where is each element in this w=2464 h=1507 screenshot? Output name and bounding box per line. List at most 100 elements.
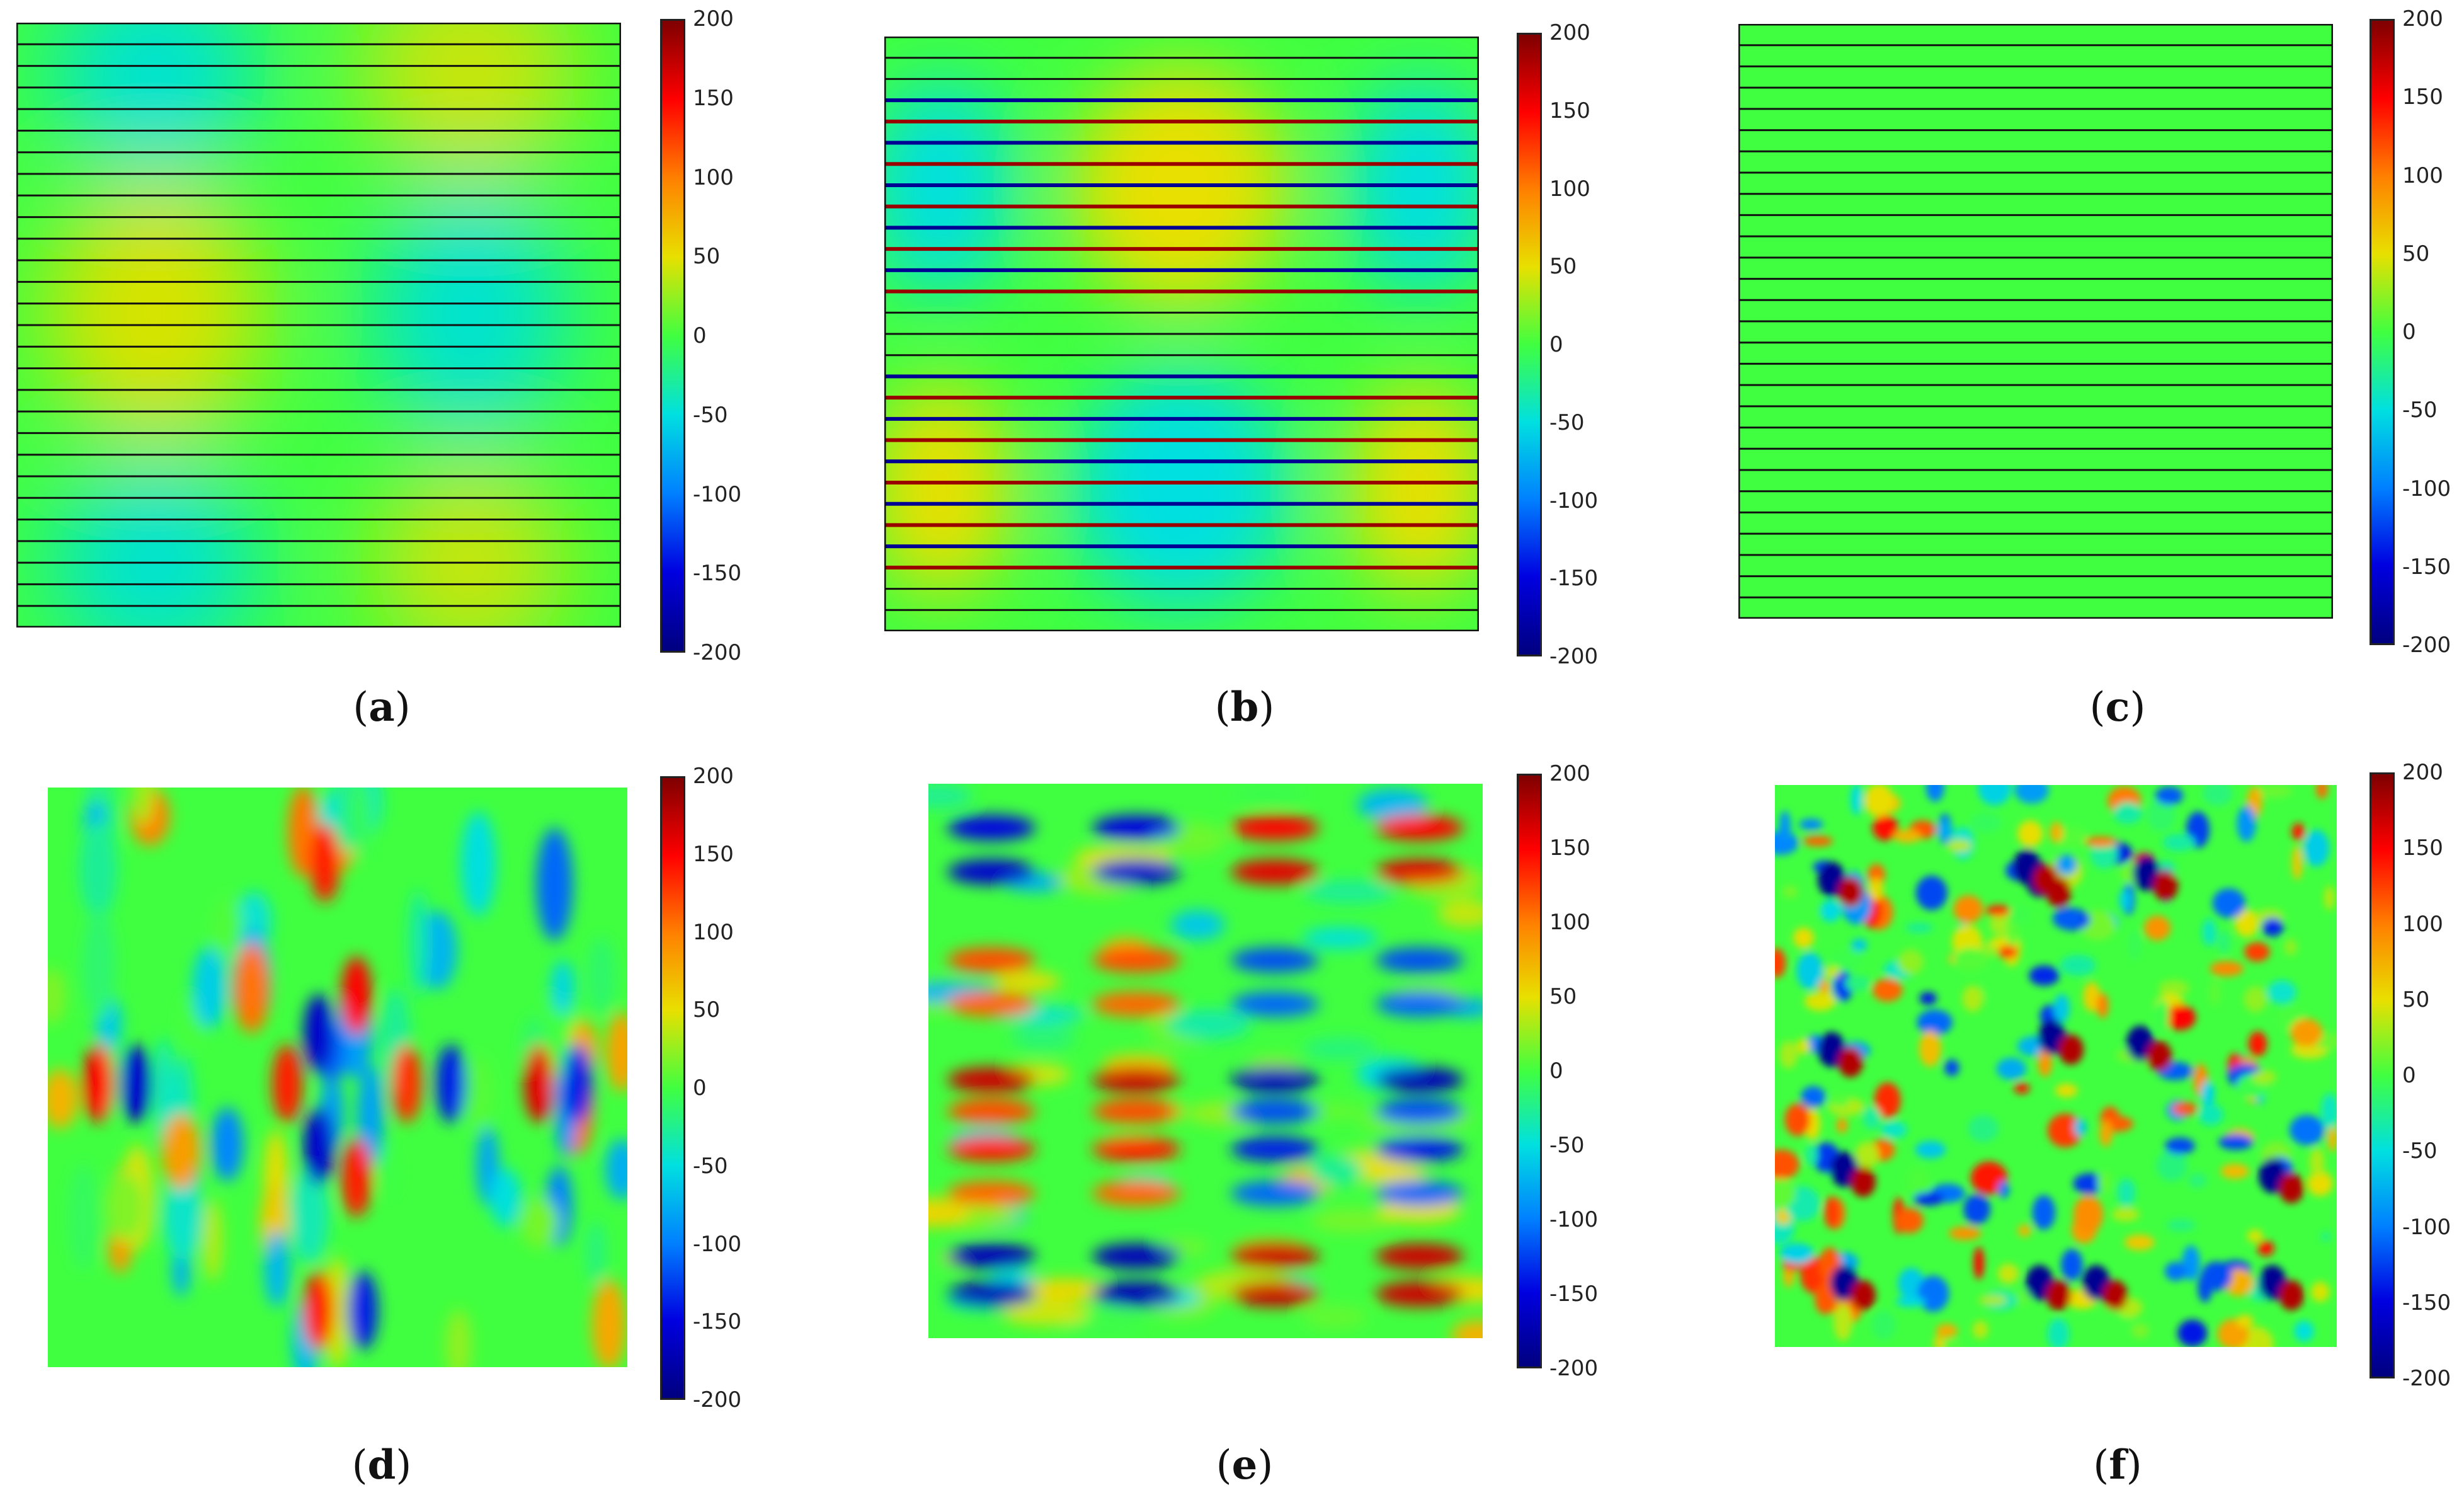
field-spot: [2084, 836, 2117, 847]
field-plot-c: [1738, 24, 2333, 619]
field-spot: [1801, 1086, 1826, 1108]
field-spot: [1168, 1009, 1251, 1040]
colorbar-tick-label: 200: [2402, 6, 2443, 32]
field-spot: [1793, 927, 1814, 949]
field-spot: [290, 1167, 329, 1264]
colorbar-tick-label: -50: [1549, 1133, 1585, 1158]
colorbar-tick-label: -100: [693, 1231, 742, 1257]
field-spot: [1874, 1082, 1901, 1118]
field-spot: [490, 1168, 522, 1227]
field-plot-a: [16, 23, 621, 627]
field-spot: [1231, 948, 1319, 973]
colorbar-tick-label: -200: [1549, 644, 1599, 669]
field-spot: [2073, 1173, 2106, 1195]
colorbar-tick-label: -100: [2402, 476, 2451, 501]
field-spot: [460, 811, 496, 917]
field-spot: [2303, 830, 2330, 867]
field-spot: [550, 960, 574, 1014]
field-spot: [2055, 827, 2087, 847]
field-spot: [2257, 1241, 2274, 1256]
field-spot: [1779, 1243, 1815, 1264]
field-spot: [1978, 785, 2012, 806]
caption-a: (a): [353, 684, 411, 731]
field-spot: [2165, 1005, 2196, 1031]
field-spot: [2267, 980, 2296, 1004]
field-spot: [586, 1220, 606, 1285]
colorbar-tick-label: 50: [1549, 254, 1577, 280]
field-spot: [1953, 948, 1988, 971]
field-spot: [2159, 980, 2189, 996]
colorbar-tick-label: 0: [1549, 332, 1563, 357]
field-spot: [1012, 1024, 1076, 1051]
field-spot: [1862, 1106, 1881, 1130]
interlayer-band: [884, 183, 1479, 187]
interlayer-band: [884, 204, 1479, 209]
field-spot: [2251, 1070, 2277, 1084]
field-spot: [2165, 1137, 2195, 1155]
field-spot: [2102, 1280, 2128, 1310]
colorbar-tick-label: -150: [693, 561, 742, 587]
field-spot: [2201, 1261, 2232, 1291]
colorbar-b: [1517, 33, 1542, 656]
field-lobe: [54, 464, 256, 627]
field-spot: [605, 1138, 627, 1200]
interlayer-band: [884, 523, 1479, 527]
field-spot: [1231, 1067, 1319, 1092]
colorbar-tick-label: 0: [2402, 319, 2416, 345]
field-spot: [1304, 880, 1395, 904]
field-spot: [1872, 978, 1903, 1002]
field-spot: [947, 1067, 1035, 1092]
field-spot: [192, 946, 227, 1029]
caption-c: (c): [2089, 684, 2146, 731]
colorbar-tick-label: 150: [2402, 835, 2443, 861]
field-spot: [1092, 1281, 1180, 1307]
colorbar-tick-label: 50: [2402, 987, 2430, 1012]
field-spot: [562, 1045, 592, 1123]
field-spot: [2119, 889, 2131, 911]
field-spot: [1823, 966, 1840, 978]
colorbar-e: [1517, 774, 1542, 1368]
field-spot: [2111, 1207, 2140, 1222]
field-spot: [2166, 1218, 2196, 1232]
colorbar-tick-label: -200: [693, 640, 742, 665]
field-spot: [1915, 1140, 1946, 1159]
field-spot: [1946, 840, 1972, 852]
field-spot: [2131, 1323, 2149, 1338]
colorbar-tick-label: -150: [1549, 1281, 1599, 1307]
field-spot: [2060, 1249, 2083, 1281]
field-spot: [2236, 1315, 2254, 1327]
colorbar-tick-label: -50: [2402, 398, 2438, 423]
interlayer-band: [884, 247, 1479, 251]
interlayer-band: [884, 565, 1479, 570]
field-spot: [2147, 1041, 2172, 1071]
field-spot: [1799, 818, 1823, 830]
interlayer-band: [884, 162, 1479, 166]
field-spot: [1838, 1047, 1863, 1077]
interlayer-band: [884, 544, 1479, 549]
colorbar-tick-label: 200: [693, 764, 734, 789]
colorbar-tick-label: 0: [2402, 1063, 2416, 1088]
field-spot: [2052, 907, 2084, 930]
field-spot: [2055, 1084, 2078, 1097]
field-spot: [1805, 1144, 1818, 1166]
colorbar-f: [2370, 772, 2395, 1378]
field-spot: [211, 1107, 244, 1181]
field-spot: [2164, 1261, 2187, 1281]
field-spot: [2014, 1083, 2030, 1094]
field-spot: [1376, 1137, 1464, 1162]
field-spot: [154, 1038, 173, 1149]
field-spot: [1919, 1030, 1941, 1067]
field-spot: [1948, 1226, 1982, 1241]
field-spot: [1968, 1114, 1999, 1142]
colorbar-tick-label: 100: [1549, 176, 1590, 202]
field-spot: [2203, 785, 2233, 806]
field-spot: [2289, 1114, 2325, 1145]
field-spot: [203, 1199, 223, 1281]
field-spot: [1893, 829, 1922, 843]
field-spot: [2209, 980, 2221, 1006]
field-spot: [1919, 992, 1937, 1005]
field-spot: [1997, 1263, 2019, 1284]
field-spot: [2216, 931, 2231, 954]
field-spot: [1944, 1059, 1959, 1077]
field-spot: [1349, 1162, 1427, 1184]
